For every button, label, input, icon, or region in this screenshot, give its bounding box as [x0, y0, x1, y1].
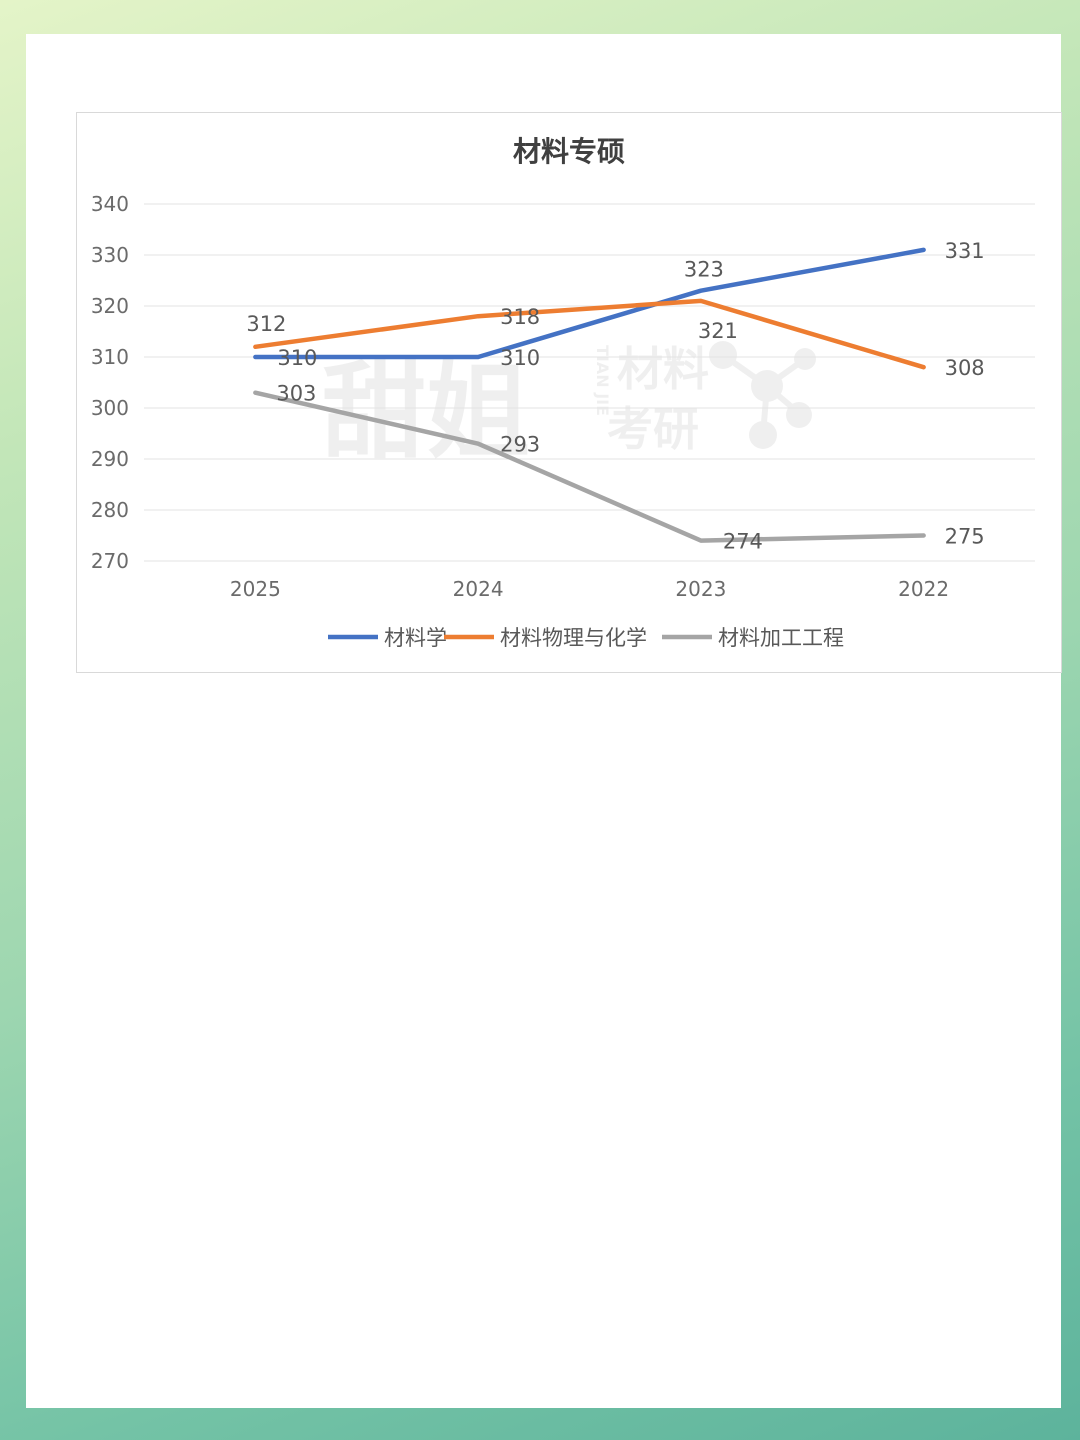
y-tick-label: 270: [91, 549, 129, 573]
x-tick-label: 2024: [453, 577, 504, 601]
y-tick-label: 300: [91, 396, 129, 420]
data-label: 303: [276, 382, 316, 406]
chart-title: 材料专硕: [513, 135, 625, 168]
data-label: 318: [500, 305, 540, 329]
data-label: 308: [945, 356, 985, 380]
legend-label: 材料物理与化学: [500, 626, 647, 650]
data-label: 331: [945, 239, 985, 263]
x-tick-label: 2022: [898, 577, 949, 601]
series-lines: [253, 247, 926, 543]
data-label: 321: [698, 319, 738, 343]
data-label: 310: [500, 346, 540, 370]
legend: 材料学 材料物理与化学 材料加工工程: [328, 626, 844, 650]
y-tick-label: 340: [91, 192, 129, 216]
line-chart: 甜姐 TIAN JIE 材料 考研 270 280 290 300 310 320 330: [91, 135, 1035, 650]
chart-container: 甜姐 TIAN JIE 材料 考研 270 280 290 300 310 320 330: [76, 112, 1062, 673]
y-tick-label: 330: [91, 243, 129, 267]
series-line-1: [253, 247, 926, 360]
data-label: 293: [500, 433, 540, 457]
y-tick-label: 320: [91, 294, 129, 318]
x-tick-label: 2023: [675, 577, 726, 601]
y-tick-label: 310: [91, 345, 129, 369]
watermark-line1: 材料: [617, 342, 709, 396]
watermark: 甜姐 TIAN JIE 材料 考研: [322, 341, 816, 473]
legend-label: 材料学: [384, 626, 447, 650]
data-label: 312: [246, 312, 286, 336]
watermark-pinyin: TIAN JIE: [593, 345, 612, 416]
molecule-icon: [709, 341, 816, 449]
series-line-2: [253, 298, 926, 370]
data-label: 323: [684, 258, 724, 282]
y-tick-label: 290: [91, 447, 129, 471]
legend-label: 材料加工工程: [718, 626, 844, 650]
y-tick-label: 280: [91, 498, 129, 522]
data-label: 274: [723, 530, 763, 554]
data-labels: 310 310 323 331 312 318 321 308 303 293 274 275: [246, 239, 984, 554]
data-label: 275: [945, 525, 985, 549]
x-tick-label: 2025: [230, 577, 281, 601]
page-card: 甜姐 TIAN JIE 材料 考研 270 280 290 300 310 320 330: [26, 34, 1062, 1408]
axes: 270 280 290 300 310 320 330 340 2025 2024 2023 2022: [91, 192, 949, 601]
watermark-line2: 考研: [607, 402, 699, 456]
series-line-3: [253, 390, 926, 543]
data-label: 310: [277, 346, 317, 370]
